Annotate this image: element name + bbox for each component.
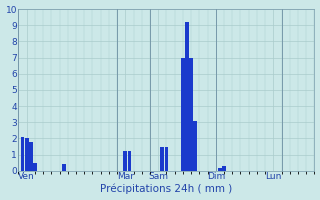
Bar	[185, 22, 189, 171]
Bar	[161, 147, 164, 171]
Bar	[21, 137, 24, 171]
Bar	[222, 166, 226, 171]
Bar	[25, 138, 28, 171]
Bar	[33, 163, 37, 171]
Bar	[128, 151, 131, 171]
Bar	[29, 142, 33, 171]
Bar	[181, 58, 185, 171]
X-axis label: Précipitations 24h ( mm ): Précipitations 24h ( mm )	[100, 184, 233, 194]
Bar	[62, 164, 66, 171]
Bar	[193, 121, 197, 171]
Bar	[124, 151, 127, 171]
Bar	[218, 168, 222, 171]
Bar	[164, 147, 168, 171]
Bar	[189, 58, 193, 171]
